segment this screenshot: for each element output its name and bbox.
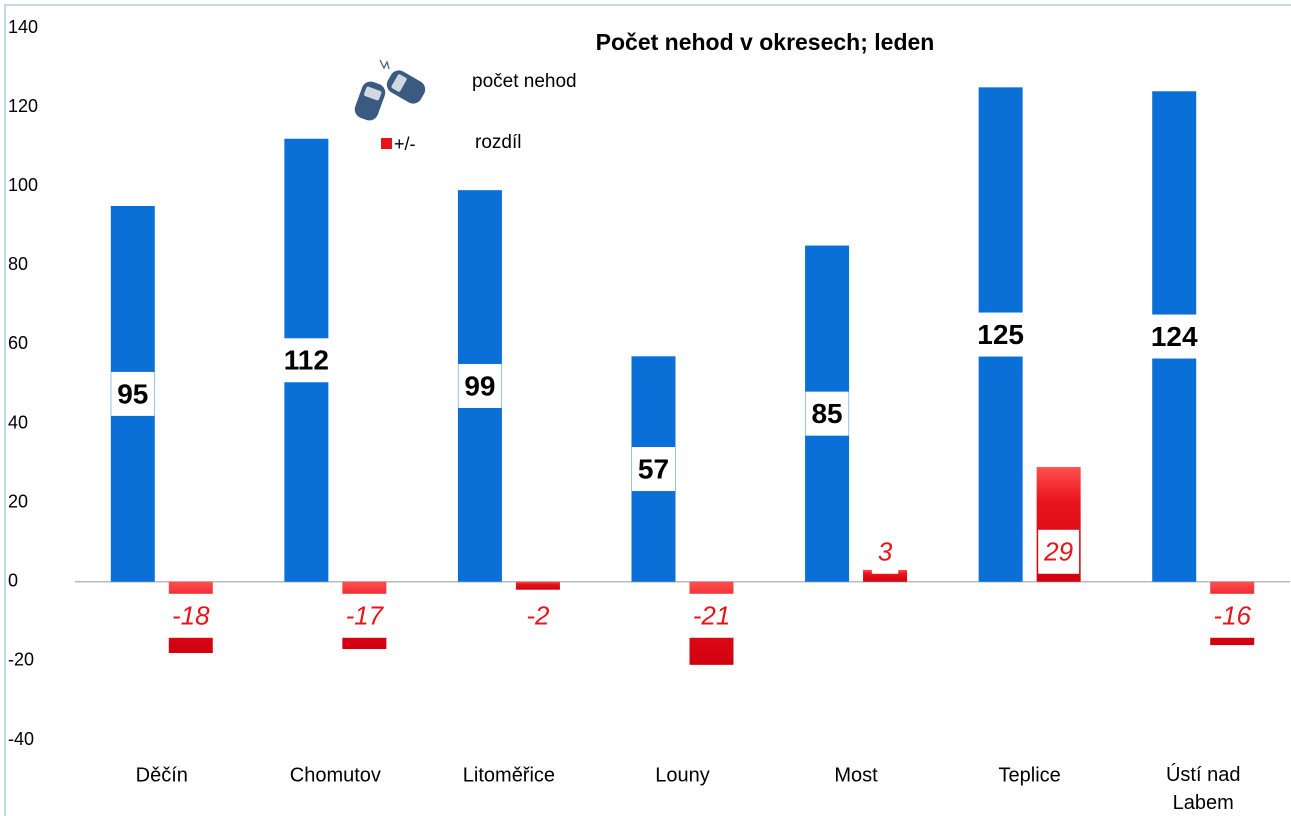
y-tick-label: -40: [8, 729, 34, 749]
data-label-bg: [1038, 529, 1080, 574]
y-tick-label: 120: [8, 96, 38, 116]
data-label: -16: [1213, 601, 1251, 631]
x-tick-label: Teplice: [999, 764, 1061, 786]
y-tick-label: 100: [8, 175, 38, 195]
data-label-bg: [520, 593, 556, 638]
x-tick-label: Děčín: [136, 764, 188, 786]
data-label-bg: [111, 371, 155, 416]
x-tick-label: Ústí nad Labem: [1166, 763, 1240, 814]
data-label-bg: [339, 593, 390, 638]
data-label: -18: [172, 601, 210, 631]
data-label-bg: [458, 363, 502, 408]
data-label-bg: [871, 529, 899, 574]
data-label: -21: [693, 601, 731, 631]
data-label-bg: [805, 391, 849, 436]
y-tick-label: 20: [8, 491, 28, 511]
y-tick-label: 80: [8, 254, 28, 274]
y-tick-label: 140: [8, 17, 38, 37]
data-label: 29: [1043, 537, 1073, 567]
y-tick-label: 0: [8, 571, 18, 591]
legend-label: počet nehod: [472, 71, 577, 92]
data-label: 112: [284, 345, 329, 376]
data-label: 3: [878, 537, 893, 567]
x-tick-label: Louny: [655, 764, 710, 786]
bar: [863, 569, 908, 582]
data-label: 125: [977, 319, 1024, 350]
legend-icon: [354, 59, 426, 121]
y-tick-label: 40: [8, 412, 28, 432]
frame: [4, 4, 1291, 816]
x-tick-label: Most: [834, 764, 878, 786]
data-label-bg: [1144, 314, 1204, 359]
data-label: 57: [638, 453, 669, 484]
y-tick-label: 60: [8, 333, 28, 353]
legend-swatch: [381, 138, 392, 149]
bar: [515, 581, 560, 590]
data-label-bg: [277, 338, 335, 383]
chart-title: Počet nehod v okresech; leden: [596, 29, 935, 55]
legend-label: rozdíl: [475, 132, 521, 153]
data-label: 95: [117, 378, 148, 409]
x-tick-label: Litoměřice: [463, 764, 555, 786]
data-label: 124: [1151, 321, 1198, 352]
data-label-bg: [631, 447, 676, 492]
x-tick-label: Chomutov: [290, 764, 381, 786]
data-label-bg: [1207, 593, 1258, 638]
data-label: -17: [346, 601, 385, 631]
data-label-bg: [686, 593, 737, 638]
data-label-bg: [971, 312, 1031, 357]
data-label: 85: [811, 398, 842, 429]
data-label: 99: [464, 370, 495, 401]
y-tick-label: -20: [8, 650, 34, 670]
data-label-bg: [165, 593, 216, 638]
legend-marker-label: +/-: [394, 134, 416, 154]
data-label: -2: [526, 601, 550, 631]
